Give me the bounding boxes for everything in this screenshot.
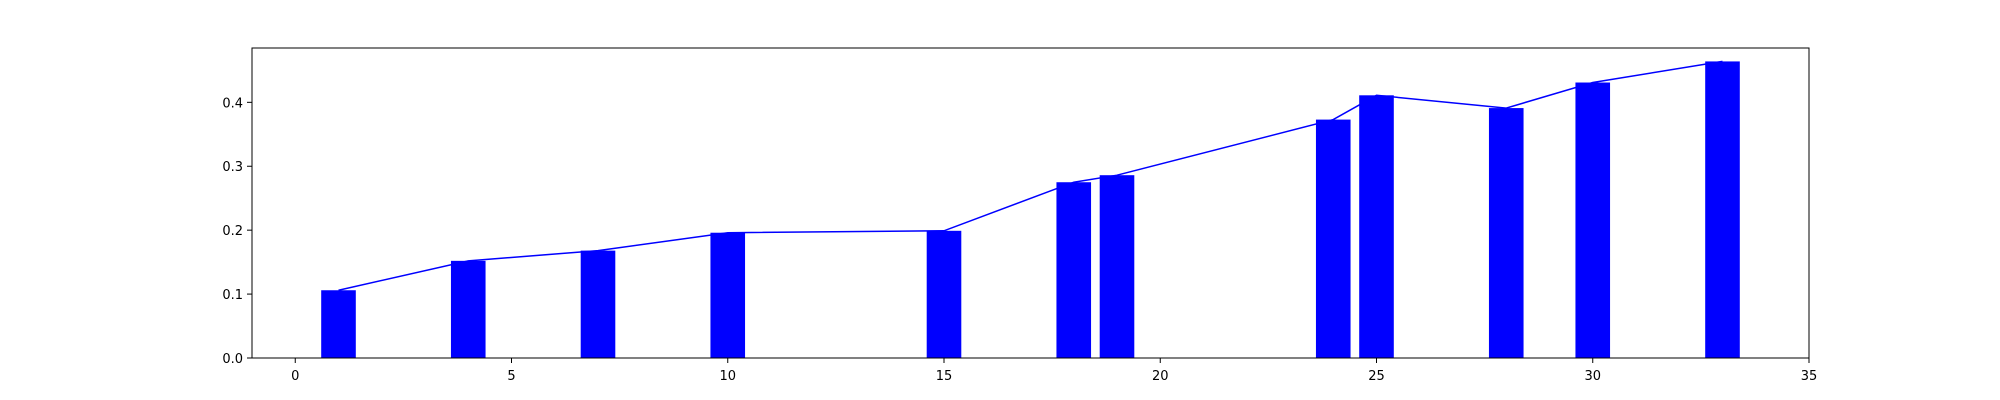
bar xyxy=(710,232,746,358)
bar xyxy=(1359,95,1394,359)
x-tick-label: 35 xyxy=(1801,369,1818,384)
bar xyxy=(321,290,356,358)
y-tick-label: 0.2 xyxy=(222,224,243,239)
axes: 0 5 10 15 20 25 30 35 0.0 0.1 0.2 0.3 0.4 xyxy=(222,47,1818,384)
bar xyxy=(1575,82,1611,358)
line-layer xyxy=(338,60,1723,291)
y-tick-label: 0.3 xyxy=(222,160,243,175)
x-tick-label: 25 xyxy=(1368,369,1385,384)
x-tick-label: 10 xyxy=(719,369,736,384)
y-tick-label: 0.4 xyxy=(222,96,243,111)
bar xyxy=(926,230,962,358)
bar xyxy=(1315,119,1351,358)
plot-frame xyxy=(251,47,1810,359)
bar xyxy=(1488,108,1524,358)
bars-layer xyxy=(321,61,1740,359)
x-tick-label: 5 xyxy=(507,369,515,384)
bar xyxy=(450,260,486,358)
x-tick-label: 20 xyxy=(1152,369,1169,384)
y-tick-label: 0.0 xyxy=(222,352,243,367)
x-tick-label: 30 xyxy=(1584,369,1601,384)
bar xyxy=(580,250,616,358)
x-tick-label: 0 xyxy=(291,369,299,384)
series-line xyxy=(338,60,1723,291)
bar xyxy=(1056,182,1092,358)
bar xyxy=(1099,175,1135,358)
bar xyxy=(1705,61,1740,359)
x-tick-label: 15 xyxy=(936,369,953,384)
y-tick-label: 0.1 xyxy=(222,288,243,303)
